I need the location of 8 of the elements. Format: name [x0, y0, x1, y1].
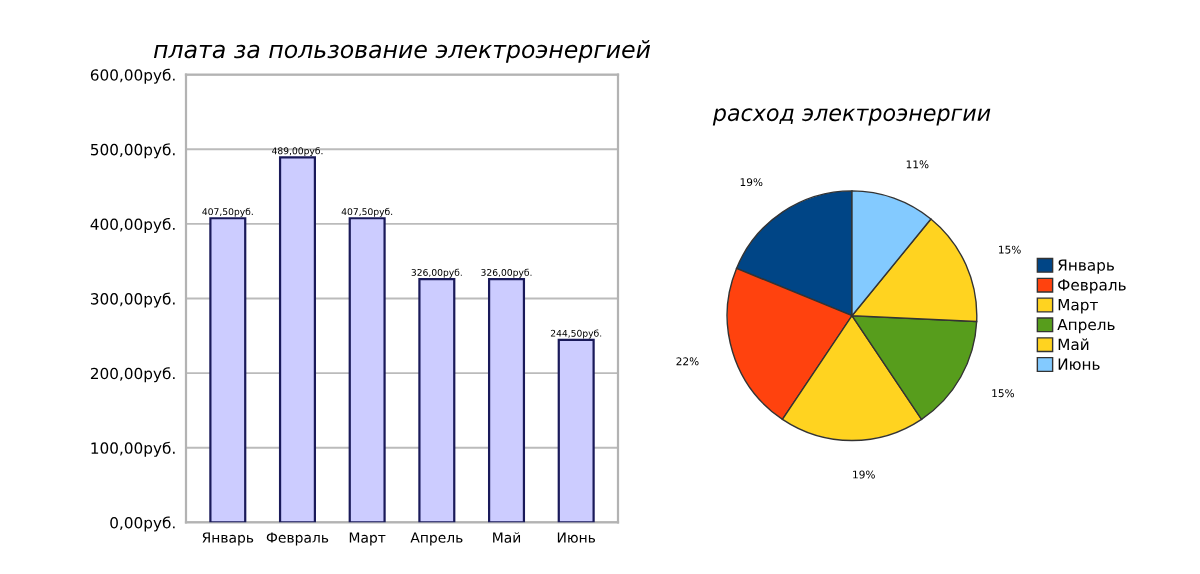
chart-title: плата за пользование электроэнергией	[153, 40, 651, 63]
bar	[348, 217, 386, 523]
bar	[557, 338, 595, 523]
bar	[418, 277, 456, 523]
chart-title: расход электроэнергии	[712, 108, 991, 126]
bar	[278, 156, 317, 523]
bar	[487, 277, 526, 523]
bar	[209, 217, 247, 523]
